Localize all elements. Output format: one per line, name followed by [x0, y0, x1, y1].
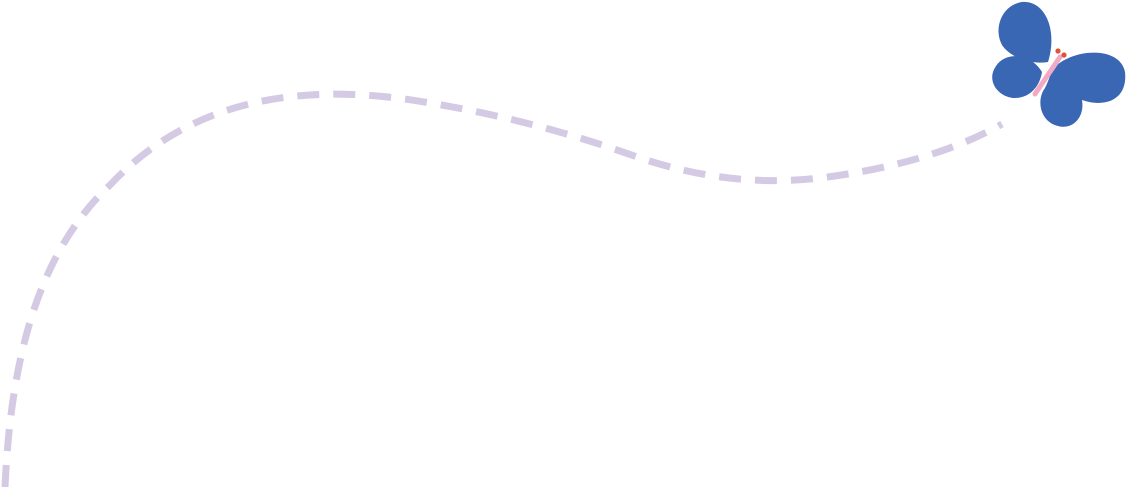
butterfly-body: [1032, 54, 1063, 97]
butterfly-antenna-dot: [1055, 48, 1061, 54]
butterfly-icon: [992, 1, 1126, 127]
butterfly-antenna-dot: [1061, 52, 1067, 58]
butterfly-lower-left-wing: [992, 56, 1042, 98]
butterfly-right-wing: [1040, 52, 1126, 127]
butterfly-upper-left-wing: [998, 1, 1052, 63]
dashed-flight-path: [1, 90, 1004, 487]
